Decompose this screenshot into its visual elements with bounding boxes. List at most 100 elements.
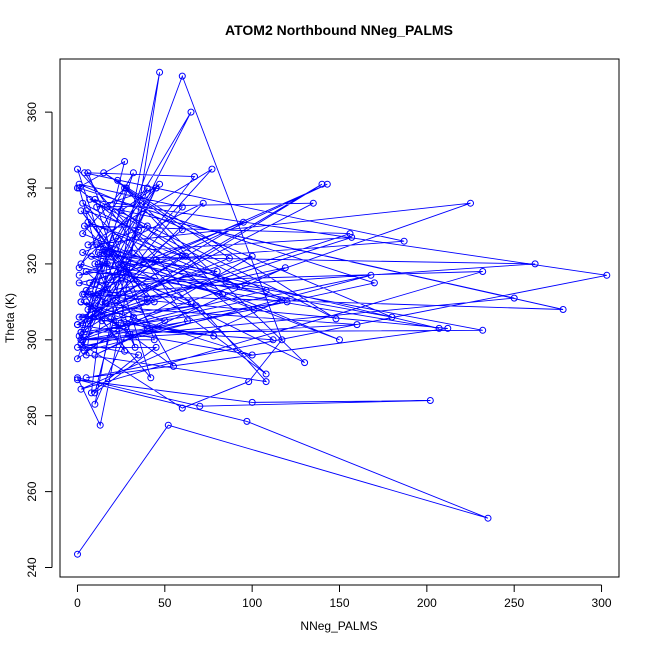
data-point — [87, 389, 95, 397]
data-point — [178, 203, 186, 211]
data-point — [75, 180, 83, 188]
data-point — [77, 328, 85, 336]
x-axis: 0 50 100 150 200 250 300 — [74, 584, 612, 610]
data-point — [74, 374, 81, 382]
data-point — [107, 315, 115, 323]
data-point — [187, 108, 195, 116]
series-line — [76, 72, 607, 555]
data-point — [219, 290, 226, 298]
data-point — [213, 268, 221, 275]
data-point — [161, 317, 169, 325]
data-point — [301, 359, 309, 367]
data-point — [143, 222, 151, 230]
data-point — [156, 68, 164, 76]
data-point — [82, 268, 90, 275]
data-point — [603, 271, 611, 279]
data-point — [323, 180, 331, 188]
data-point — [479, 326, 487, 334]
data-point — [77, 385, 85, 393]
data-point — [75, 313, 83, 321]
data-point — [79, 199, 87, 207]
data-point — [182, 252, 190, 260]
data-point — [143, 184, 151, 192]
data-point — [86, 195, 94, 203]
data-point — [236, 283, 244, 291]
data-point — [103, 203, 111, 211]
data-point — [332, 315, 340, 323]
data-point — [94, 249, 102, 256]
data-point — [100, 169, 108, 177]
data-point — [89, 313, 97, 321]
x-tick-label: 100 — [242, 596, 262, 610]
data-point — [178, 252, 186, 260]
data-point — [250, 306, 258, 313]
data-point — [239, 218, 247, 226]
data-point — [84, 290, 92, 298]
data-point — [262, 378, 270, 386]
data-point — [91, 195, 99, 203]
data-point — [110, 324, 118, 332]
data-point — [208, 165, 216, 173]
data-point — [81, 222, 88, 230]
y-axis: 240 260 280 300 320 340 360 — [25, 102, 53, 578]
data-point — [152, 256, 160, 264]
plot-frame — [59, 58, 620, 578]
data-point — [82, 207, 90, 215]
data-point — [77, 336, 85, 344]
data-point — [143, 298, 151, 306]
data-point — [122, 184, 130, 192]
data-point — [122, 268, 130, 275]
data-point — [91, 260, 99, 268]
data-point — [121, 347, 129, 355]
data-point — [184, 317, 191, 325]
data-point — [91, 302, 99, 310]
data-point — [164, 421, 172, 429]
data-point — [77, 207, 85, 215]
data-point — [510, 294, 518, 302]
data-point — [75, 279, 83, 287]
y-tick-label: 280 — [25, 405, 39, 425]
data-point — [84, 218, 92, 226]
data-point — [114, 176, 122, 184]
y-tick-label: 300 — [25, 329, 39, 349]
data-point — [91, 389, 99, 397]
data-point — [75, 264, 83, 272]
data-point — [150, 336, 158, 344]
data-point — [79, 313, 87, 321]
data-point — [82, 298, 90, 306]
data-point — [74, 355, 81, 363]
data-point — [225, 254, 233, 262]
data-point — [243, 417, 251, 425]
data-point — [143, 294, 151, 302]
data-point — [388, 313, 396, 321]
data-point — [484, 514, 492, 522]
data-point — [559, 306, 567, 313]
data-point — [131, 343, 139, 351]
data-point — [105, 249, 113, 256]
data-point — [98, 298, 106, 306]
data-point — [210, 332, 218, 340]
data-point — [262, 370, 270, 378]
data-point — [91, 294, 99, 302]
data-point — [82, 374, 90, 382]
data-point — [74, 343, 81, 351]
data-point — [309, 199, 317, 207]
data-point — [86, 317, 94, 325]
data-point — [262, 287, 270, 294]
data-point — [129, 169, 137, 177]
data-point — [278, 336, 286, 344]
data-point — [75, 271, 83, 279]
x-tick-label: 50 — [158, 596, 172, 610]
data-point — [77, 260, 85, 268]
x-tick-label: 300 — [592, 596, 612, 610]
y-tick-label: 240 — [25, 557, 39, 577]
data-point — [84, 169, 92, 177]
data-point — [87, 290, 95, 298]
data-point — [178, 404, 186, 412]
chart-title: ATOM2 Northbound NNeg_PALMS — [225, 22, 453, 38]
data-point — [81, 290, 88, 298]
data-point — [77, 298, 85, 306]
data-point — [91, 351, 99, 359]
data-point — [192, 302, 200, 310]
